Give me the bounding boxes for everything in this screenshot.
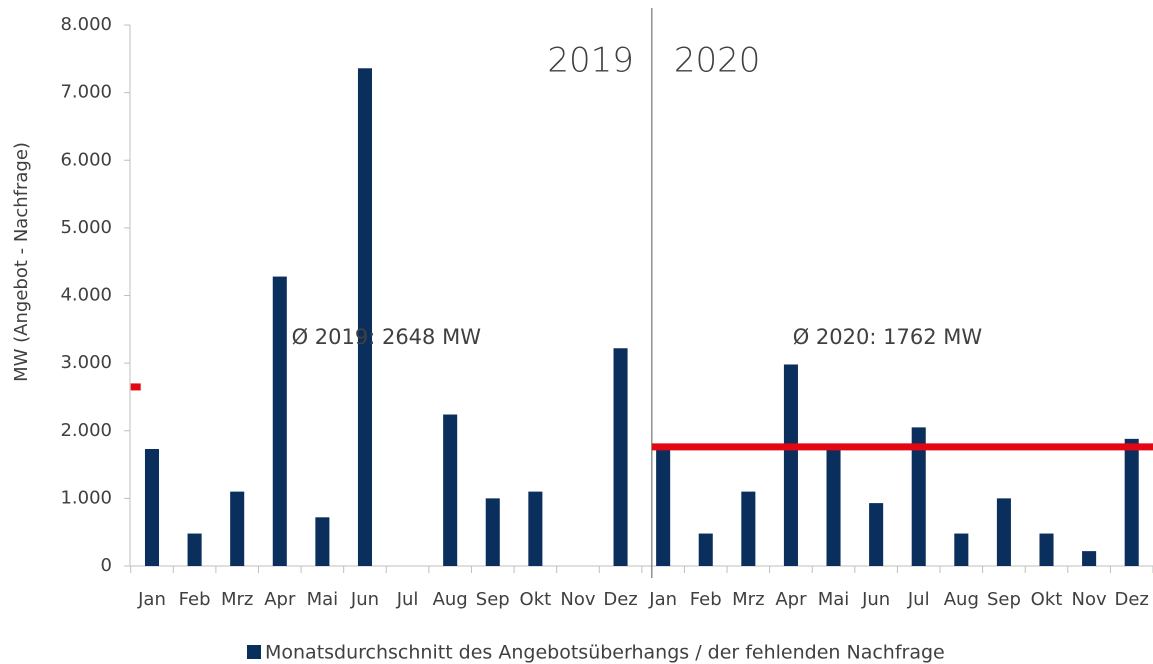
bar [911,427,926,566]
bar [230,491,245,566]
bar [996,498,1011,566]
x-tick-label: Nov [560,589,595,610]
legend-swatch [247,645,261,659]
bar [315,517,330,566]
y-tick-label: 6.000 [60,149,112,170]
bar [656,449,671,566]
x-tick-label: Feb [179,589,211,610]
y-tick-label: 3.000 [60,352,112,373]
bar [357,68,373,566]
x-tick-label: Dez [603,589,637,610]
bar [485,498,500,566]
bar [954,533,969,566]
bar [869,503,884,566]
average-label: Ø 2020: 1762 MW [793,325,983,349]
average-label: Ø 2019: 2648 MW [292,325,482,349]
bar [1039,533,1054,566]
x-tick-label: Mrz [732,589,764,610]
y-tick-label: 1.000 [60,487,112,508]
bar [272,276,287,566]
x-tick-label: Jun [350,589,379,610]
x-tick-label: Jun [861,589,890,610]
bar [187,533,202,566]
bar [443,414,458,566]
y-tick-label: 0 [101,555,112,576]
y-axis-label: MW (Angebot - Nachfrage) [11,142,32,382]
x-tick-label: Feb [690,589,722,610]
x-tick-label: Aug [433,589,468,610]
bar [741,491,756,566]
x-tick-label: Nov [1072,589,1107,610]
x-tick-label: Okt [1031,589,1063,610]
x-tick-label: Jul [396,589,419,610]
bar [1082,551,1097,566]
y-tick-label: 8.000 [60,14,112,35]
x-tick-label: Mai [818,589,850,610]
x-tick-label: Okt [520,589,552,610]
x-tick-label: Apr [775,589,807,610]
bar [528,491,543,566]
x-tick-label: Aug [944,589,979,610]
bar [613,348,628,566]
bar [698,533,713,566]
legend-label: Monatsdurchschnitt des Angebotsüberhangs… [265,642,945,664]
bar [783,364,798,566]
bar [1124,438,1139,566]
y-tick-label: 5.000 [60,217,112,238]
x-tick-label: Jan [648,589,677,610]
period-label: 2019 [547,41,634,81]
x-tick-label: Sep [987,589,1021,610]
period-label: 2020 [674,41,761,81]
x-tick-label: Apr [264,589,296,610]
x-tick-label: Mrz [221,589,253,610]
x-tick-label: Jan [137,589,166,610]
y-tick-label: 7.000 [60,82,112,103]
x-tick-label: Dez [1115,589,1149,610]
x-tick-label: Sep [476,589,510,610]
bar [144,449,160,566]
y-tick-label: 4.000 [60,285,112,306]
x-tick-label: Jul [907,589,930,610]
y-tick-label: 2.000 [60,420,112,441]
x-tick-label: Mai [307,589,339,610]
bar [826,444,841,566]
